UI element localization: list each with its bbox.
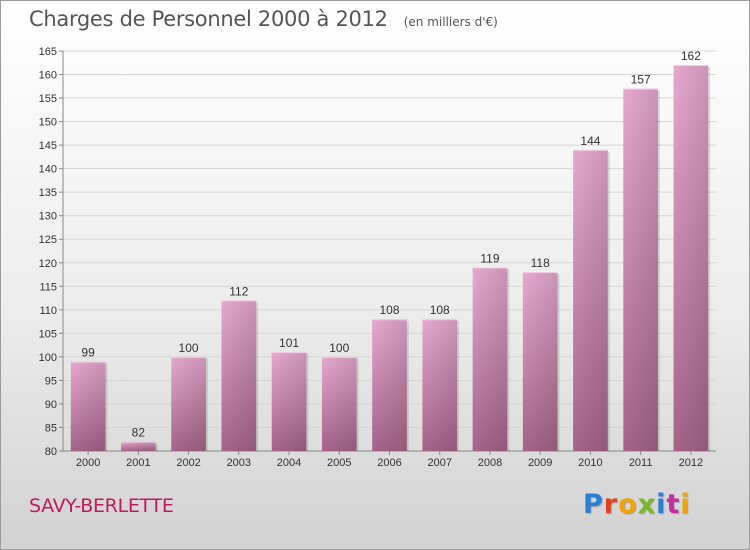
bar-shade: [422, 319, 458, 451]
bar-shade: [171, 356, 206, 451]
data-label: 100: [179, 341, 199, 355]
data-label: 108: [430, 303, 450, 317]
y-tick-label: 105: [39, 328, 57, 340]
bar-shade: [673, 65, 709, 451]
data-label: 101: [279, 336, 299, 350]
x-tick-label: 2011: [629, 457, 653, 469]
logo-letter: i: [680, 489, 691, 520]
bar-shade: [573, 149, 608, 451]
data-label: 119: [480, 251, 499, 265]
y-tick-label: 120: [39, 258, 57, 270]
x-tick-label: 2005: [327, 457, 351, 469]
data-label: 162: [681, 49, 701, 63]
y-tick-label: 80: [45, 446, 57, 458]
y-tick-label: 155: [39, 93, 57, 105]
chart-title: Charges de Personnel 2000 à 2012: [29, 7, 388, 31]
y-tick-label: 160: [39, 70, 57, 82]
x-tick-label: 2008: [478, 457, 502, 469]
y-tick-label: 130: [39, 211, 57, 223]
y-tick-label: 145: [39, 140, 57, 152]
data-label: 112: [229, 284, 248, 298]
x-tick-label: 2000: [76, 457, 100, 469]
logo-letter: t: [666, 489, 681, 520]
bar-shade: [271, 352, 307, 451]
bar-shade: [321, 356, 357, 451]
x-tick-label: 2004: [277, 457, 301, 469]
x-tick-label: 2007: [427, 457, 451, 469]
bar-shade: [372, 319, 407, 451]
logo-letter: o: [618, 489, 638, 520]
proxiti-logo: Proxiti: [583, 489, 691, 520]
x-tick-label: 2006: [377, 457, 401, 469]
labels: 80 85 90 95 100 105 110 115 120 125 130 135 140 145 15…: [39, 46, 703, 469]
data-label: 144: [580, 134, 600, 148]
y-tick-label: 85: [45, 422, 57, 434]
y-tick-label: 115: [39, 281, 57, 293]
y-tick-label: 90: [45, 399, 57, 411]
x-tick-label: 2003: [227, 457, 251, 469]
x-tick-label: 2001: [126, 457, 150, 469]
data-label: 82: [132, 426, 146, 440]
logo-letter: P: [583, 489, 604, 520]
y-tick-label: 140: [39, 164, 57, 176]
bar-shade: [522, 272, 558, 451]
x-tick-label: 2002: [176, 457, 200, 469]
y-tick-label: 150: [39, 117, 57, 129]
y-tick-label: 135: [39, 187, 57, 199]
x-tick-label: 2009: [528, 457, 552, 469]
y-tick-label: 100: [39, 352, 57, 364]
x-tick-label: 2012: [679, 457, 703, 469]
bar-shade: [472, 267, 508, 451]
y-tick-label: 95: [45, 375, 57, 387]
town-name: SAVY-BERLETTE: [29, 495, 174, 517]
data-label: 157: [631, 73, 651, 87]
data-label: 108: [379, 303, 399, 317]
chart-subtitle: (en milliers d'€): [403, 15, 498, 29]
data-label: 100: [329, 341, 349, 355]
y-tick-label: 165: [39, 46, 57, 58]
data-label: 99: [81, 346, 95, 360]
logo-letter: x: [637, 489, 657, 520]
bar-shade: [221, 300, 257, 451]
logo-letter: r: [603, 489, 619, 520]
data-label: 118: [531, 256, 550, 270]
y-tick-label: 110: [39, 305, 57, 317]
bar-shade: [70, 361, 106, 451]
bar-shade: [623, 88, 658, 451]
bar-shade: [121, 441, 156, 451]
title-line: Charges de Personnel 2000 à 2012 (en mill…: [29, 7, 498, 31]
logo-letter: i: [656, 489, 667, 520]
bars: [70, 65, 711, 451]
x-tick-label: 2010: [578, 457, 602, 469]
y-tick-label: 125: [39, 234, 57, 246]
